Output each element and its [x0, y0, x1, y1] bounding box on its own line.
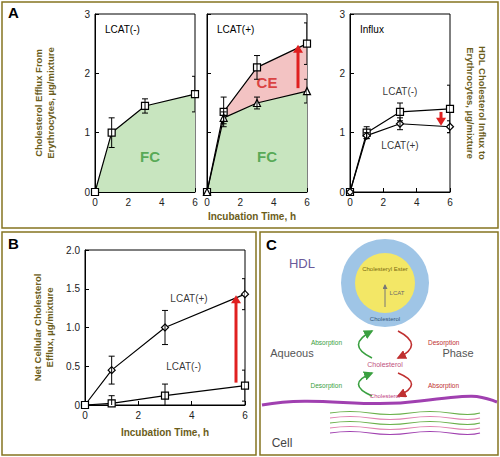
- svg-text:4: 4: [271, 197, 277, 208]
- svg-text:2.0: 2.0: [66, 245, 80, 256]
- svg-text:HDL Cholesterol Influx to: HDL Cholesterol Influx to: [477, 46, 488, 160]
- svg-text:Cholesteryl Ester: Cholesteryl Ester: [362, 266, 408, 272]
- svg-text:Net Cellular Cholesterol: Net Cellular Cholesterol: [32, 274, 43, 382]
- svg-text:6: 6: [304, 197, 310, 208]
- svg-text:4: 4: [189, 410, 195, 421]
- svg-text:LCAT(+): LCAT(+): [381, 140, 418, 151]
- svg-text:4: 4: [414, 197, 420, 208]
- svg-text:HDL: HDL: [289, 256, 315, 271]
- svg-text:LCAT(+): LCAT(+): [170, 293, 207, 304]
- svg-text:Erythrocytes, µg/mixture: Erythrocytes, µg/mixture: [465, 47, 476, 159]
- svg-text:LCAT(-): LCAT(-): [105, 24, 140, 35]
- svg-text:Cholesterol: Cholesterol: [370, 316, 400, 322]
- svg-text:Phase: Phase: [442, 347, 473, 359]
- svg-text:2: 2: [136, 410, 142, 421]
- svg-text:LCAT(+): LCAT(+): [217, 24, 254, 35]
- svg-text:LCAT(-): LCAT(-): [383, 86, 418, 97]
- svg-text:1.5: 1.5: [66, 283, 80, 294]
- svg-text:B: B: [8, 235, 19, 252]
- svg-text:Cholesterol: Cholesterol: [370, 393, 400, 399]
- svg-text:2: 2: [84, 68, 90, 79]
- svg-text:1: 1: [339, 127, 345, 138]
- svg-text:C: C: [266, 236, 277, 253]
- svg-text:Aqueous: Aqueous: [270, 347, 314, 359]
- svg-text:0: 0: [92, 197, 98, 208]
- svg-text:0: 0: [84, 187, 90, 198]
- svg-text:6: 6: [192, 197, 198, 208]
- svg-text:0: 0: [74, 400, 80, 411]
- svg-text:Cell: Cell: [272, 436, 293, 450]
- svg-text:2: 2: [126, 197, 132, 208]
- svg-text:0.5: 0.5: [66, 361, 80, 372]
- svg-text:LCAT(-): LCAT(-): [166, 361, 201, 372]
- svg-text:2: 2: [381, 197, 387, 208]
- svg-text:Cholesterol Efflux From: Cholesterol Efflux From: [33, 49, 44, 157]
- svg-text:CE: CE: [257, 74, 278, 91]
- svg-text:2: 2: [339, 68, 345, 79]
- svg-text:0: 0: [82, 410, 88, 421]
- svg-text:6: 6: [447, 197, 453, 208]
- svg-text:1.0: 1.0: [66, 322, 80, 333]
- svg-text:3: 3: [84, 9, 90, 20]
- svg-text:LCAT: LCAT: [390, 290, 405, 296]
- svg-text:0: 0: [204, 197, 210, 208]
- svg-text:FC: FC: [140, 148, 160, 165]
- svg-text:2: 2: [238, 197, 244, 208]
- svg-text:0: 0: [347, 197, 353, 208]
- svg-text:Incubation Time, h: Incubation Time, h: [208, 211, 296, 222]
- svg-text:0: 0: [339, 187, 345, 198]
- svg-text:Influx: Influx: [360, 24, 384, 35]
- svg-text:A: A: [8, 4, 19, 21]
- svg-text:6: 6: [242, 410, 248, 421]
- svg-text:Desorption: Desorption: [311, 382, 343, 390]
- svg-text:Absorption: Absorption: [311, 339, 342, 347]
- svg-text:Absorption: Absorption: [428, 382, 459, 390]
- svg-text:Desorption: Desorption: [428, 339, 460, 347]
- svg-text:Cholesterol: Cholesterol: [367, 361, 403, 368]
- svg-text:3: 3: [339, 9, 345, 20]
- svg-text:Erythrocytes, µg/mixture: Erythrocytes, µg/mixture: [45, 47, 56, 159]
- svg-text:4: 4: [159, 197, 165, 208]
- svg-text:1: 1: [84, 127, 90, 138]
- svg-text:Incubation Time, h: Incubation Time, h: [121, 427, 209, 438]
- svg-text:Efflux, µg/mixture: Efflux, µg/mixture: [44, 288, 55, 368]
- svg-text:FC: FC: [257, 148, 277, 165]
